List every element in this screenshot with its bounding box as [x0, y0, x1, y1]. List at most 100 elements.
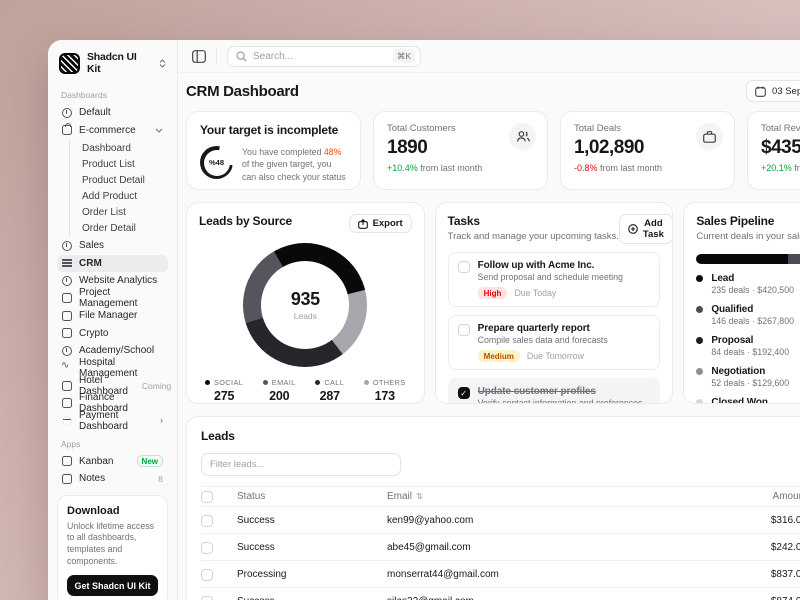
- sidebar-item-ecommerce[interactable]: E-commerce: [57, 122, 168, 140]
- legend-item: EMAIL 200: [262, 378, 296, 403]
- email-column-header[interactable]: Email ⇅: [387, 491, 424, 502]
- sidebar-item-project-management[interactable]: Project Management: [57, 287, 168, 309]
- sidebar-item-crypto[interactable]: Crypto: [57, 325, 168, 343]
- shortcut-kbd: ⌘K: [392, 49, 415, 63]
- shopping-bag-icon: [62, 123, 72, 136]
- row-checkbox[interactable]: [201, 568, 213, 581]
- sidebar-item-payment-dashboard[interactable]: Payment Dashboard ›: [57, 410, 168, 432]
- stat-delta: +10.4% from last month: [387, 163, 483, 173]
- select-all-checkbox[interactable]: [201, 491, 213, 503]
- donut-total: 935: [290, 289, 320, 309]
- content: CRM Dashboard 03 Sep 2024 Your target is…: [178, 73, 800, 600]
- pipeline-stage: Negotiation 52 deals · $129,600: [696, 366, 800, 388]
- landmark-icon: [62, 398, 72, 409]
- briefcase-icon: [696, 123, 723, 150]
- gauge-icon: [62, 275, 72, 286]
- stat-label: Total Deals: [574, 123, 621, 134]
- stage-dot: [696, 306, 704, 313]
- export-button[interactable]: Export: [348, 214, 412, 233]
- add-task-button[interactable]: Add Task: [618, 214, 673, 244]
- building-icon: [62, 380, 72, 391]
- pipeline-subtitle: Current deals in your sales pipeline: [696, 231, 800, 242]
- task-item: Prepare quarterly report Compile sales d…: [447, 315, 661, 370]
- task-checkbox[interactable]: [457, 324, 470, 336]
- task-checkbox[interactable]: [457, 261, 470, 273]
- search-input[interactable]: Search... ⌘K: [227, 45, 421, 67]
- brand-name: Shadcn UI Kit: [87, 51, 137, 75]
- download-card: Download Unlock lifetime access to all d…: [57, 494, 168, 600]
- leads-title: Leads: [201, 429, 235, 443]
- target-highlight: 48%: [323, 147, 342, 157]
- workspace-switcher[interactable]: Shadcn UI Kit: [57, 48, 168, 81]
- tasks-subtitle: Track and manage your upcoming tasks.: [447, 231, 619, 242]
- sidebar-item-crm[interactable]: CRM: [57, 254, 168, 272]
- date-range-label: 03 Sep 2024: [772, 85, 800, 97]
- total-revenue-card: Total Revenue $435,578 +20.1% from last …: [747, 111, 800, 190]
- folder-icon: [62, 310, 72, 321]
- pipeline-stage: Proposal 84 deals · $192,400: [696, 335, 800, 357]
- priority-badge: Medium: [477, 350, 520, 362]
- sidebar-subitem-order-detail[interactable]: Order Detail: [82, 222, 136, 234]
- search-placeholder: Search...: [253, 50, 294, 62]
- legend-dot: [363, 380, 369, 385]
- topbar: Search... ⌘K: [178, 40, 800, 73]
- sidebar-subitem-order-list[interactable]: Order List: [82, 206, 126, 218]
- sidebar-item-file-manager[interactable]: File Manager: [57, 307, 168, 325]
- sidebar-item-kanban[interactable]: Kanban New: [57, 453, 168, 471]
- table-row[interactable]: Processing monserrat44@gmail.com $837.00: [201, 561, 800, 588]
- sidebar-subitem-dashboard[interactable]: Dashboard: [82, 142, 131, 154]
- section-label-dashboards: Dashboards: [61, 90, 107, 100]
- sidebar-item-hotel-dashboard[interactable]: Hotel Dashboard Coming: [57, 375, 171, 397]
- legend-dot: [205, 380, 210, 385]
- row-checkbox[interactable]: [201, 595, 213, 600]
- target-card: Your target is incomplete %48 You have c…: [186, 111, 361, 190]
- sidebar-item-default[interactable]: Default: [57, 104, 168, 122]
- tasks-card: Tasks Track and manage your upcoming tas…: [434, 202, 674, 404]
- sidebar-item-sales[interactable]: Sales: [57, 237, 168, 255]
- divider: [216, 49, 217, 63]
- sidebar-subitem-product-detail[interactable]: Product Detail: [82, 174, 145, 186]
- status-column-header: Status: [237, 491, 266, 502]
- row-checkbox[interactable]: [201, 514, 213, 527]
- sidebar-item-notes[interactable]: Notes 8: [57, 470, 168, 488]
- search-icon: [236, 50, 247, 62]
- sidebar-item-website-analytics[interactable]: Website Analytics: [57, 272, 168, 290]
- date-range-button[interactable]: 03 Sep 2024: [746, 80, 800, 102]
- sidebar-item-finance-dashboard[interactable]: Finance Dashboard: [57, 392, 168, 414]
- sidebar-toggle-button[interactable]: [192, 49, 206, 63]
- get-shadcn-ui-kit-button[interactable]: Get Shadcn UI Kit: [67, 575, 158, 597]
- clock-icon: [62, 107, 72, 118]
- legend-item: CALL 287: [315, 378, 344, 403]
- sidebar-item-label: E-commerce: [79, 124, 136, 136]
- leads-table: Status Email⇅ Amount Success ken99@yahoo…: [201, 486, 800, 600]
- table-row[interactable]: Success silas22@gmail.com $874.00: [201, 588, 800, 600]
- sidebar-subitem-add-product[interactable]: Add Product: [82, 190, 138, 202]
- table-row[interactable]: Success abe45@gmail.com $242.00: [201, 534, 800, 561]
- task-item: Follow up with Acme Inc. Send proposal a…: [447, 252, 661, 307]
- target-title: Your target is incomplete: [200, 123, 339, 137]
- leads-section: Leads Status Email⇅ Amount Success ken99…: [186, 416, 800, 600]
- download-body: Unlock lifetime access to all dashboards…: [67, 520, 155, 566]
- table-row[interactable]: Success ken99@yahoo.com $316.00: [201, 507, 800, 534]
- wallet-icon: [62, 328, 72, 339]
- pipeline-stage: Qualified 146 deals · $267,800: [696, 304, 800, 326]
- total-deals-card: Total Deals 1,02,890 -0.8% from last mon…: [560, 111, 735, 190]
- sidebar-subitem-product-list[interactable]: Product List: [82, 158, 135, 170]
- calendar-icon: [755, 86, 766, 97]
- stage-dot: [696, 368, 704, 375]
- sidebar-item-academy-school[interactable]: Academy/School: [57, 342, 168, 360]
- pipeline-title: Sales Pipeline: [696, 214, 775, 228]
- target-text: You have completed 48% of the given targ…: [242, 147, 346, 182]
- task-checkbox[interactable]: ✓: [457, 387, 470, 399]
- chevron-right-icon: ›: [160, 415, 163, 426]
- row-checkbox[interactable]: [201, 541, 213, 554]
- sidebar-item-label: Default: [79, 107, 111, 119]
- brand-logo-icon: [59, 52, 80, 74]
- stat-delta: +20.1% from last month: [761, 163, 800, 173]
- sidebar-item-hospital-management[interactable]: Hospital Management: [57, 357, 168, 379]
- filter-leads-input[interactable]: [201, 453, 401, 476]
- sort-icon: ⇅: [416, 491, 424, 501]
- pipeline-stage: Closed Won 36 deals · $87,200: [696, 397, 800, 403]
- app-window: Shadcn UI Kit Dashboards Default E-comme…: [48, 40, 800, 600]
- leads-donut[interactable]: 935 Leads: [243, 243, 368, 367]
